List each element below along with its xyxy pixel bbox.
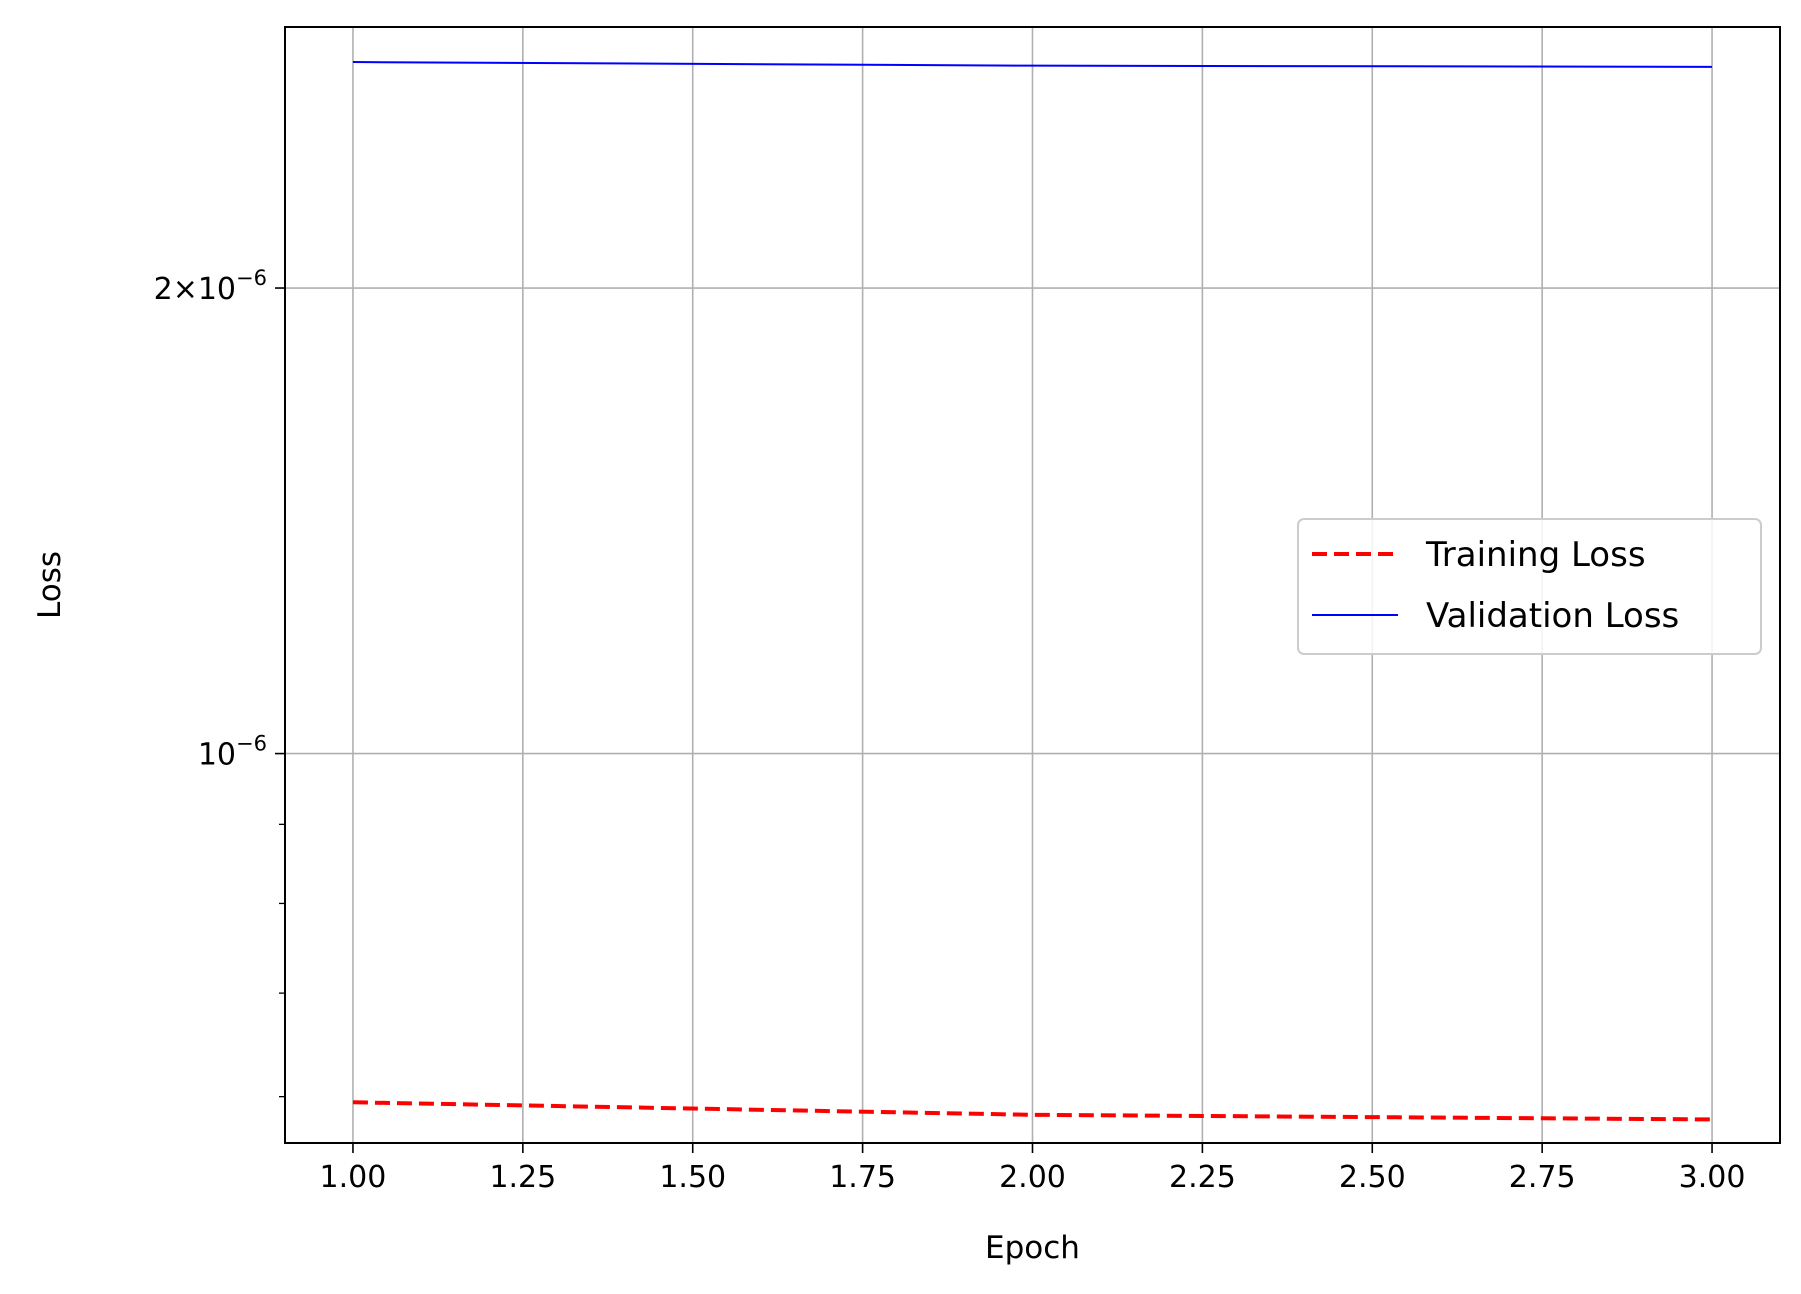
y-tick-label: 2×10−6 [154,266,267,307]
series-layer [352,61,1713,1122]
y-axis: 2×10−610−6 [154,266,285,1098]
legend: Training Loss Validation Loss [1297,518,1762,655]
y-tick-exponent: −6 [236,732,267,756]
x-tick-label: 1.50 [659,1160,726,1195]
grid [285,27,1780,1143]
y-tick-base: 2×10 [154,272,236,307]
series-line-training-loss [352,1100,1713,1122]
x-tick-label: 1.25 [489,1160,556,1195]
x-tick-label: 2.50 [1339,1160,1406,1195]
x-tick-label: 2.00 [999,1160,1066,1195]
y-tick-label: 10−6 [198,732,267,773]
x-tick-label: 2.75 [1509,1160,1576,1195]
x-tick-label: 1.00 [320,1160,387,1195]
y-tick-exponent: −6 [236,266,267,290]
legend-box [1297,518,1762,655]
x-tick-label: 1.75 [829,1160,896,1195]
x-axis: 1.00 1.25 1.50 1.75 2.00 2.25 2.50 2.75 3.00 [320,1143,1746,1195]
legend-entry: Training Loss [1425,535,1646,575]
series-line-validation-loss [352,61,1713,68]
x-tick-label: 3.00 [1679,1160,1746,1195]
legend-entry: Validation Loss [1426,596,1679,636]
x-axis-label: Epoch [985,1230,1080,1266]
y-tick-base: 10 [198,738,236,773]
y-axis-label: Loss [32,551,68,619]
x-tick-label: 2.25 [1169,1160,1236,1195]
